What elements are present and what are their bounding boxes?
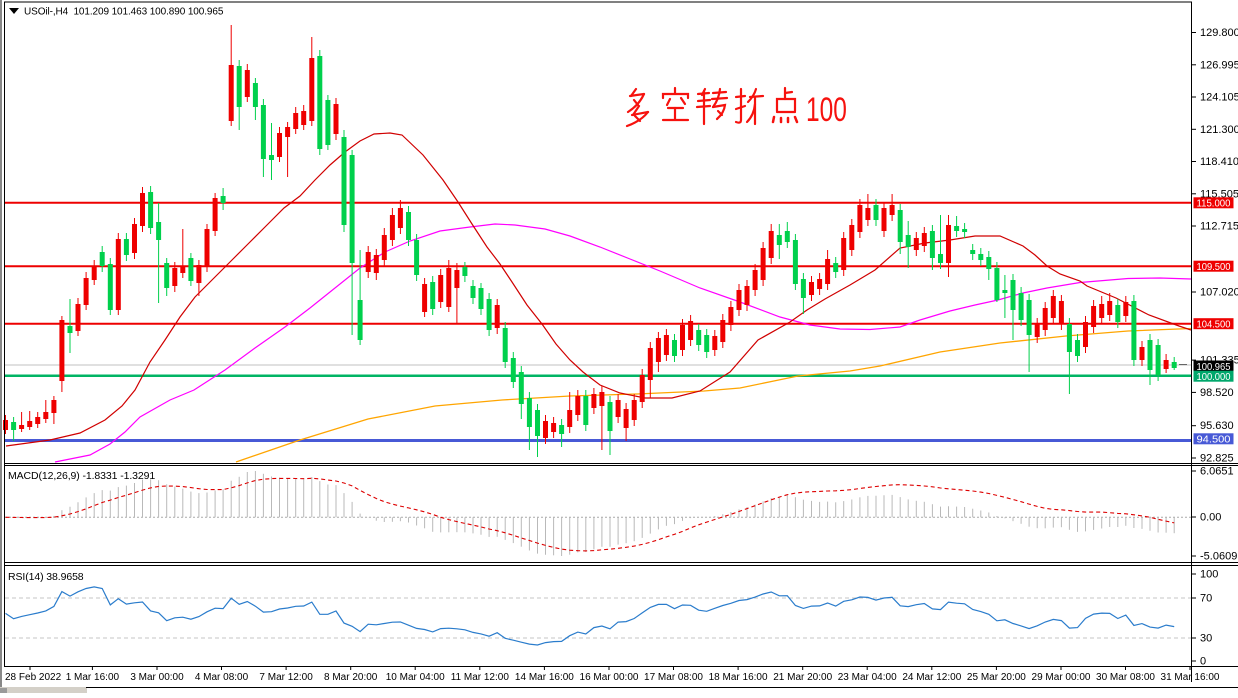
svg-text:126.995: 126.995 bbox=[1200, 59, 1238, 71]
svg-text:118.410: 118.410 bbox=[1200, 156, 1238, 168]
svg-text:29 Mar 00:00: 29 Mar 00:00 bbox=[1032, 672, 1091, 683]
svg-text:11 Mar 12:00: 11 Mar 12:00 bbox=[451, 672, 510, 683]
svg-text:USOil-,H4 101.209 101.463 100: USOil-,H4 101.209 101.463 100.890 100.96… bbox=[24, 7, 224, 18]
svg-text:3 Mar 00:00: 3 Mar 00:00 bbox=[130, 672, 184, 683]
svg-text:100: 100 bbox=[806, 91, 847, 129]
svg-text:-5.0609: -5.0609 bbox=[1200, 551, 1237, 563]
svg-text:95.630: 95.630 bbox=[1200, 420, 1234, 432]
svg-text:0.00: 0.00 bbox=[1200, 512, 1221, 524]
svg-text:112.715: 112.715 bbox=[1200, 221, 1238, 233]
svg-text:14 Mar 16:00: 14 Mar 16:00 bbox=[515, 672, 574, 683]
svg-text:10 Mar 04:00: 10 Mar 04:00 bbox=[386, 672, 445, 683]
svg-text:129.800: 129.800 bbox=[1200, 27, 1238, 39]
svg-text:31 Mar 16:00: 31 Mar 16:00 bbox=[1161, 672, 1220, 683]
svg-text:24 Mar 12:00: 24 Mar 12:00 bbox=[902, 672, 961, 683]
svg-text:MACD(12,26,9) -1.8331 -1.3291: MACD(12,26,9) -1.8331 -1.3291 bbox=[8, 470, 155, 482]
svg-text:100.000: 100.000 bbox=[1197, 371, 1231, 383]
svg-text:28 Feb 2022: 28 Feb 2022 bbox=[5, 672, 62, 683]
svg-text:8 Mar 20:00: 8 Mar 20:00 bbox=[324, 672, 378, 683]
svg-text:104.500: 104.500 bbox=[1197, 319, 1231, 331]
svg-text:6.0651: 6.0651 bbox=[1200, 466, 1234, 478]
svg-text:92.825: 92.825 bbox=[1200, 453, 1234, 465]
svg-text:18 Mar 16:00: 18 Mar 16:00 bbox=[709, 672, 768, 683]
svg-text:25 Mar 20:00: 25 Mar 20:00 bbox=[967, 672, 1026, 683]
svg-text:94.500: 94.500 bbox=[1197, 434, 1231, 446]
svg-text:0: 0 bbox=[1200, 656, 1206, 668]
svg-text:30 Mar 08:00: 30 Mar 08:00 bbox=[1096, 672, 1155, 683]
svg-text:30: 30 bbox=[1200, 633, 1212, 645]
svg-text:17 Mar 08:00: 17 Mar 08:00 bbox=[644, 672, 703, 683]
svg-text:21 Mar 20:00: 21 Mar 20:00 bbox=[773, 672, 832, 683]
svg-text:7 Mar 12:00: 7 Mar 12:00 bbox=[259, 672, 313, 683]
svg-text:1 Mar 16:00: 1 Mar 16:00 bbox=[66, 672, 120, 683]
svg-text:4 Mar 08:00: 4 Mar 08:00 bbox=[195, 672, 249, 683]
svg-text:23 Mar 04:00: 23 Mar 04:00 bbox=[838, 672, 897, 683]
svg-text:121.300: 121.300 bbox=[1200, 124, 1238, 136]
svg-text:100.965: 100.965 bbox=[1197, 361, 1231, 373]
svg-text:100: 100 bbox=[1200, 569, 1218, 581]
svg-text:115.000: 115.000 bbox=[1197, 198, 1231, 210]
svg-text:16 Mar 00:00: 16 Mar 00:00 bbox=[580, 672, 639, 683]
svg-text:RSI(14) 38.9658: RSI(14) 38.9658 bbox=[8, 571, 84, 583]
svg-text:98.520: 98.520 bbox=[1200, 387, 1234, 399]
svg-text:124.105: 124.105 bbox=[1200, 92, 1238, 104]
svg-text:109.500: 109.500 bbox=[1197, 261, 1231, 273]
svg-text:70: 70 bbox=[1200, 593, 1212, 605]
svg-text:107.020: 107.020 bbox=[1200, 287, 1238, 299]
